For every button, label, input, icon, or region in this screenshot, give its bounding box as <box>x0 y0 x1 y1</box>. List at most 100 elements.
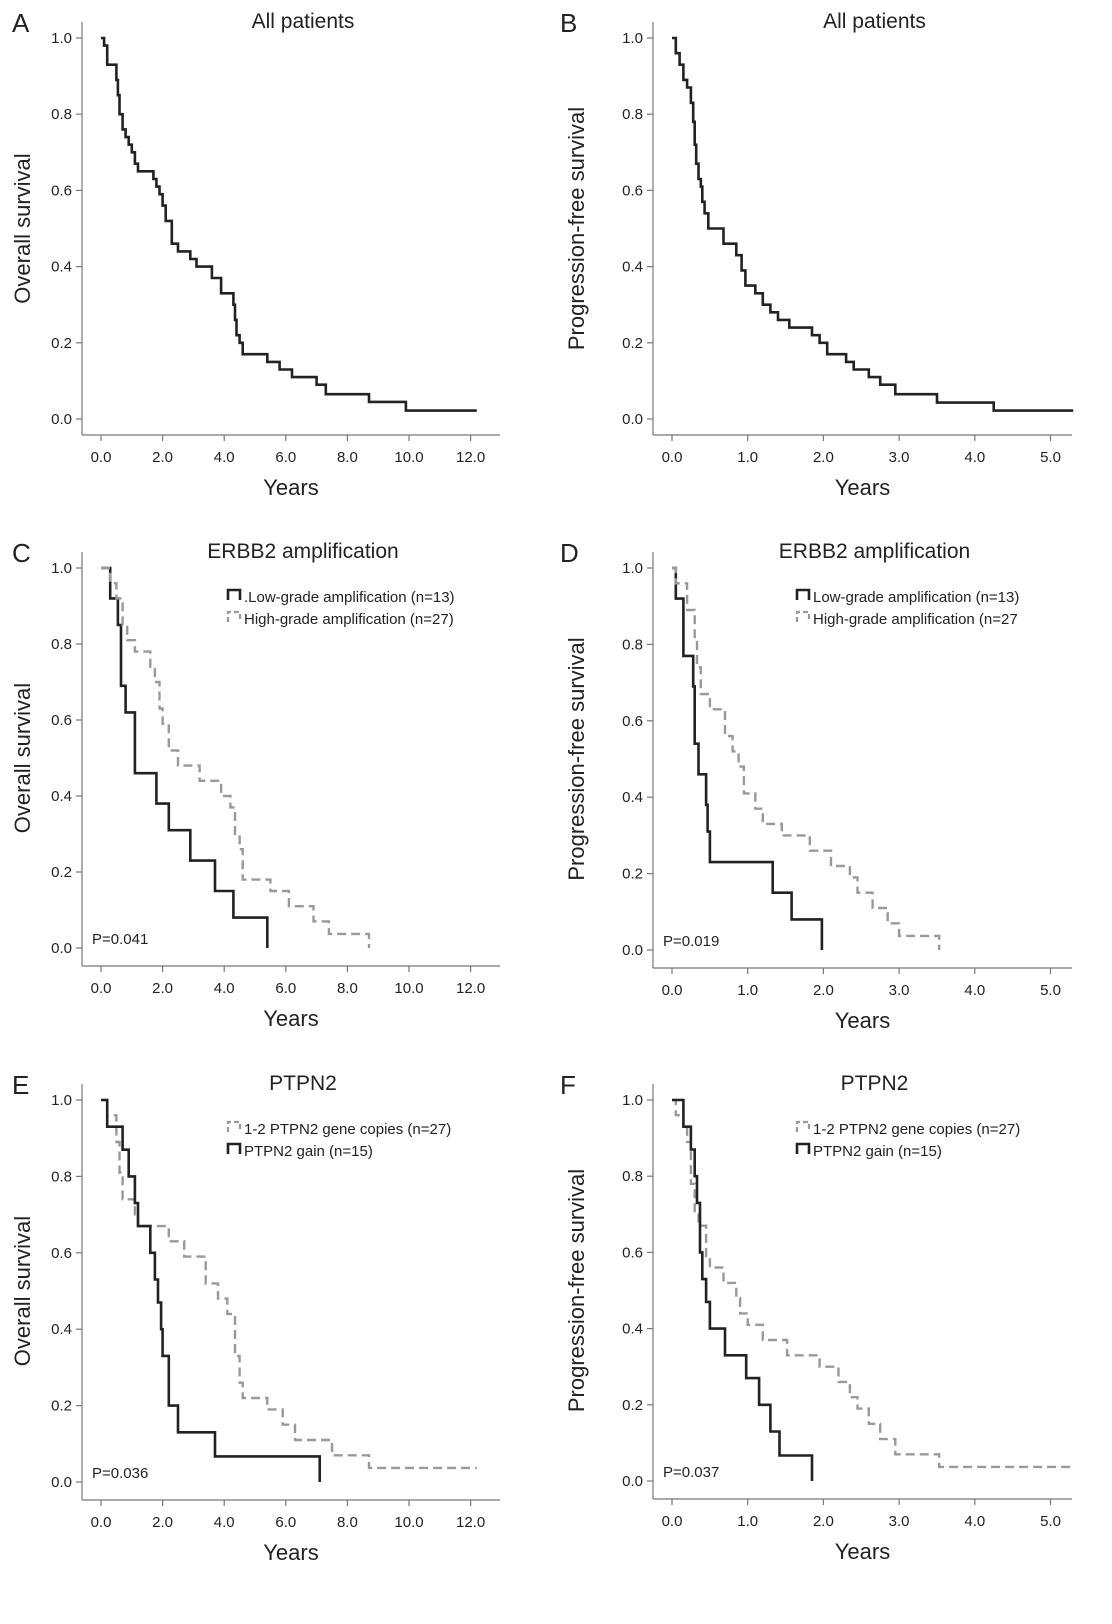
legend-label: 1-2 PTPN2 gene copies (n=27) <box>244 1121 451 1138</box>
panel-title: ERBB2 amplification <box>779 540 970 563</box>
x-tick-label: 10.0 <box>394 1514 423 1531</box>
x-tick-label: 5.0 <box>1040 449 1061 466</box>
y-tick-label: 0.8 <box>51 1168 72 1185</box>
p-value: P=0.019 <box>663 933 719 950</box>
survival-curve-dashed <box>672 566 941 950</box>
panel-f: F PTPN2 0.0 0.2 0.4 0.6 0.8 1.0 0.0 1.0 2.0 3.0 4.0 5… <box>560 1070 1074 1564</box>
legend-swatch <box>795 1120 811 1132</box>
panel-d: D ERBB2 amplification 0.0 0.2 0.4 0.6 0.8 1.0 0.… <box>560 538 1072 1033</box>
x-tick-label: 8.0 <box>337 1514 358 1531</box>
panel-letter: C <box>12 538 31 568</box>
panel-b: B All patients 0.0 0.2 0.4 0.6 0.8 1.0 0.0 1.0 2.0… <box>560 8 1074 500</box>
x-tick-label: 2.0 <box>152 980 173 997</box>
y-tick-label: 0.4 <box>622 259 643 276</box>
y-tick-label: 0.0 <box>51 940 72 957</box>
y-tick-label: 0.0 <box>622 411 643 428</box>
y-tick-label: 0.6 <box>51 712 72 729</box>
legend-label: Low-grade amplification (n=13) <box>813 589 1019 606</box>
y-tick-label: 0.0 <box>51 1474 72 1491</box>
survival-curve-solid <box>672 36 1074 412</box>
x-tick-label: 0.0 <box>91 449 112 466</box>
legend-swatch <box>226 610 242 622</box>
x-tick-label: 3.0 <box>889 449 910 466</box>
y-tick-label: 0.6 <box>51 182 72 199</box>
x-tick-label: 8.0 <box>337 449 358 466</box>
y-tick-label: 0.8 <box>51 636 72 653</box>
x-axis-label: Years <box>263 1006 318 1031</box>
y-tick-label: 0.8 <box>51 106 72 123</box>
y-tick-label: 0.6 <box>51 1245 72 1262</box>
p-value: P=0.041 <box>92 931 148 948</box>
x-tick-label: 1.0 <box>737 449 758 466</box>
y-tick-label: 1.0 <box>622 560 643 577</box>
x-tick-label: 12.0 <box>456 980 485 997</box>
legend-label: 1-2 PTPN2 gene copies (n=27) <box>813 1121 1020 1138</box>
panel-title: PTPN2 <box>269 1072 337 1095</box>
x-tick-label: 8.0 <box>337 980 358 997</box>
x-tick-label: 5.0 <box>1040 982 1061 999</box>
y-tick-label: 0.6 <box>622 182 643 199</box>
survival-curve-dashed <box>101 1098 477 1470</box>
legend-label: PTPN2 gain (n=15) <box>813 1143 942 1160</box>
survival-curve-solid <box>101 1098 321 1482</box>
x-axis-label: Years <box>835 1008 890 1033</box>
x-tick-label: 4.0 <box>964 982 985 999</box>
legend-swatch <box>795 588 811 600</box>
x-tick-label: 2.0 <box>152 449 173 466</box>
panel-letter: A <box>12 8 30 38</box>
p-value: P=0.037 <box>663 1464 719 1481</box>
panel-letter: D <box>560 538 579 568</box>
panel-title: All patients <box>823 10 926 33</box>
x-tick-label: 0.0 <box>91 1514 112 1531</box>
x-axis-label: Years <box>263 1540 318 1565</box>
x-tick-label: 0.0 <box>662 1513 683 1530</box>
survival-curve-dashed <box>101 566 371 948</box>
survival-curve-solid <box>672 566 824 950</box>
y-tick-label: 0.8 <box>622 1168 643 1185</box>
y-tick-label: 1.0 <box>622 1092 643 1109</box>
x-tick-label: 10.0 <box>394 980 423 997</box>
x-tick-label: 0.0 <box>662 449 683 466</box>
legend-swatch <box>795 610 811 622</box>
x-axis-label: Years <box>263 475 318 500</box>
y-tick-label: 0.4 <box>622 789 643 806</box>
legend-swatch <box>226 1120 242 1132</box>
y-tick-label: 1.0 <box>51 560 72 577</box>
x-tick-label: 3.0 <box>889 982 910 999</box>
y-tick-label: 0.6 <box>622 713 643 730</box>
y-tick-label: 0.8 <box>622 636 643 653</box>
y-tick-label: 0.2 <box>622 335 643 352</box>
x-tick-label: 4.0 <box>214 980 235 997</box>
panel-c: C ERBB2 amplification 0.0 0.2 0.4 0.6 0.8 1.0 0.… <box>10 538 500 1031</box>
survival-curve-solid <box>101 36 477 412</box>
panel-letter: B <box>560 8 577 38</box>
y-axis-label: Overall survival <box>10 683 35 833</box>
y-axis-label: Overall survival <box>10 153 35 303</box>
y-tick-label: 0.2 <box>622 866 643 883</box>
legend-swatch <box>226 588 242 600</box>
y-tick-label: 0.2 <box>622 1397 643 1414</box>
legend-label: .Low-grade amplification (n=13) <box>244 589 455 606</box>
legend-label: High-grade amplification (n=27) <box>244 611 454 628</box>
y-tick-label: 0.4 <box>51 259 72 276</box>
survival-curve-solid <box>672 1098 814 1481</box>
y-tick-label: 1.0 <box>51 30 72 47</box>
y-tick-label: 0.4 <box>51 788 72 805</box>
y-tick-label: 0.4 <box>622 1321 643 1338</box>
x-tick-label: 2.0 <box>813 1513 834 1530</box>
y-tick-label: 0.0 <box>622 1473 643 1490</box>
legend-swatch <box>795 1142 811 1154</box>
x-axis-label: Years <box>835 1539 890 1564</box>
panel-title: ERBB2 amplification <box>207 540 398 563</box>
legend-label: PTPN2 gain (n=15) <box>244 1143 373 1160</box>
survival-curve-dashed <box>672 1098 1074 1469</box>
x-tick-label: 4.0 <box>214 1514 235 1531</box>
y-tick-label: 0.0 <box>51 411 72 428</box>
x-tick-label: 6.0 <box>275 449 296 466</box>
y-tick-label: 0.6 <box>622 1244 643 1261</box>
panel-title: PTPN2 <box>841 1072 909 1095</box>
legend-label: High-grade amplification (n=27 <box>813 611 1018 628</box>
y-tick-label: 0.2 <box>51 335 72 352</box>
x-tick-label: 2.0 <box>813 982 834 999</box>
